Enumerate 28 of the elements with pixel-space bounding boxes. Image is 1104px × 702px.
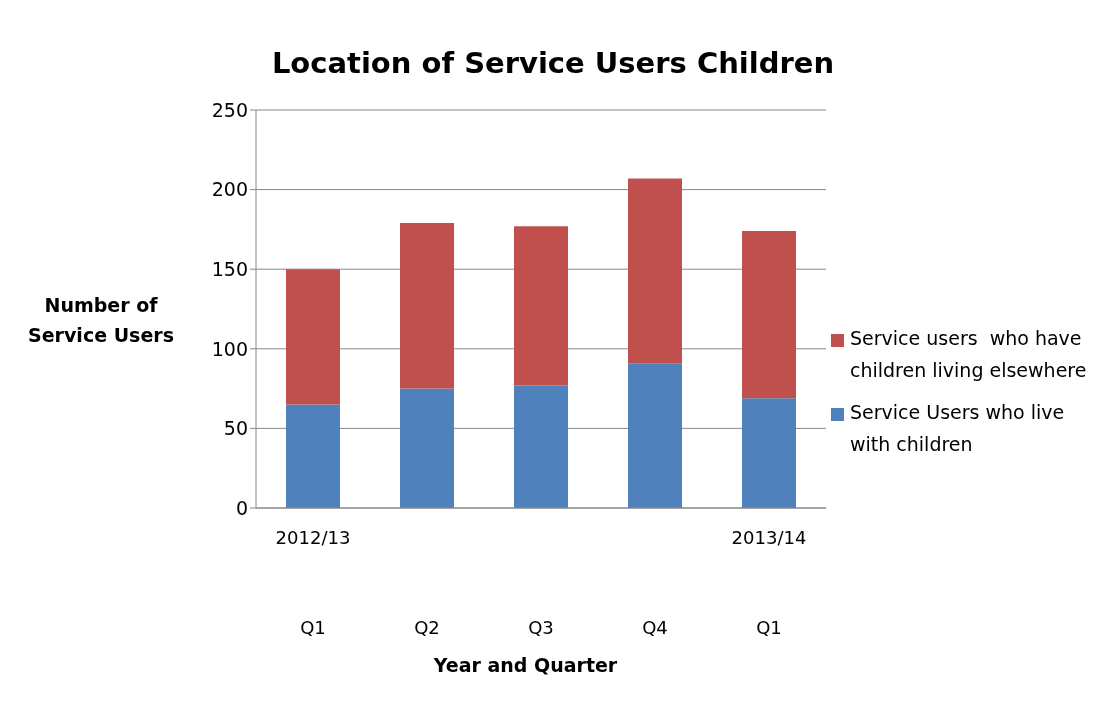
y-tick-label: 0 [235,496,248,519]
text: 2013/14 [731,527,807,548]
bar [400,388,454,508]
x-tick-label: Q1 [300,617,326,638]
bar [628,363,682,508]
legend-label: Service users who have children living elsewhere [850,326,1088,383]
x-axis-title: Year and Quarter [432,654,619,676]
bar [628,178,682,364]
x-tick-label: Q2 [414,617,440,638]
y-tick-label: 200 [211,178,248,201]
y-axis-title: Number of Service Users [27,293,175,348]
bar [742,230,796,399]
y-tick-label: 250 [211,98,248,121]
legend-label: Service Users who live with children [850,400,1066,457]
bar [400,223,454,389]
bar [742,398,796,508]
x-tick-label: Q3 [528,617,554,638]
text: 2012/13 [275,527,351,548]
y-tick-label: 50 [223,417,248,440]
bar [514,226,568,386]
x-tick-label: Q4 [642,617,668,638]
bar [514,385,568,508]
chart-title: Location of Service Users Children [270,46,836,80]
bar [286,404,340,508]
x-tick-label: Q1 [756,617,782,638]
y-tick-label: 100 [211,337,248,360]
bar [286,269,340,405]
y-tick-label: 150 [211,257,248,280]
